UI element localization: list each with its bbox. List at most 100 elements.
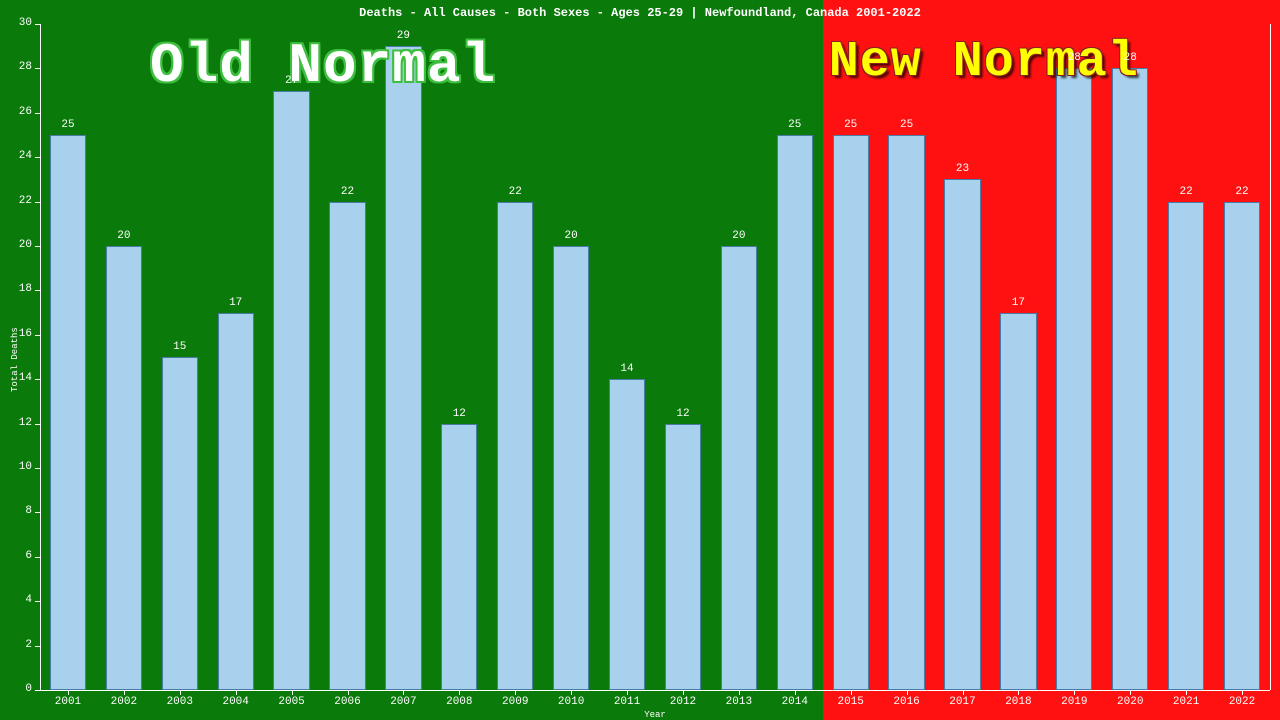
y-tick (35, 690, 40, 691)
y-axis-right (1270, 24, 1271, 690)
x-tick (68, 690, 69, 695)
bar-value-label: 28 (1046, 52, 1102, 64)
y-tick (35, 468, 40, 469)
y-tick-label: 22 (0, 195, 32, 207)
bar-value-label: 27 (264, 75, 320, 87)
bar (497, 202, 533, 690)
y-axis-title: Total Deaths (10, 327, 20, 392)
x-tick-label: 2002 (96, 696, 152, 708)
x-tick-label: 2018 (990, 696, 1046, 708)
y-tick (35, 557, 40, 558)
y-tick (35, 24, 40, 25)
bar (329, 202, 365, 690)
y-tick-label: 0 (0, 683, 32, 695)
y-tick-label: 12 (0, 417, 32, 429)
x-tick (907, 690, 908, 695)
x-tick (1018, 690, 1019, 695)
x-tick-label: 2014 (767, 696, 823, 708)
bar (777, 135, 813, 690)
bar (1112, 68, 1148, 690)
bar (833, 135, 869, 690)
x-tick (236, 690, 237, 695)
x-tick (795, 690, 796, 695)
x-tick (963, 690, 964, 695)
bar (888, 135, 924, 690)
bar (665, 424, 701, 690)
y-tick (35, 335, 40, 336)
x-tick-label: 2007 (375, 696, 431, 708)
bar-value-label: 25 (767, 119, 823, 131)
x-tick (459, 690, 460, 695)
y-tick (35, 246, 40, 247)
x-tick-label: 2016 (879, 696, 935, 708)
y-tick-label: 26 (0, 106, 32, 118)
bar-value-label: 12 (431, 408, 487, 420)
x-tick (348, 690, 349, 695)
bar-value-label: 22 (1214, 186, 1270, 198)
bar (162, 357, 198, 690)
bar-value-label: 15 (152, 341, 208, 353)
x-tick (124, 690, 125, 695)
y-tick-label: 6 (0, 550, 32, 562)
x-tick-label: 2015 (823, 696, 879, 708)
bar (609, 379, 645, 690)
y-tick-label: 4 (0, 594, 32, 606)
x-tick (180, 690, 181, 695)
bar-value-label: 25 (40, 119, 96, 131)
bar-value-label: 25 (823, 119, 879, 131)
x-tick (739, 690, 740, 695)
x-tick-label: 2006 (320, 696, 376, 708)
bar (106, 246, 142, 690)
y-tick-label: 24 (0, 150, 32, 162)
bar-value-label: 12 (655, 408, 711, 420)
y-tick (35, 113, 40, 114)
y-tick (35, 290, 40, 291)
x-tick-label: 2019 (1046, 696, 1102, 708)
bar (553, 246, 589, 690)
bar (1224, 202, 1260, 690)
x-tick-label: 2003 (152, 696, 208, 708)
x-tick (515, 690, 516, 695)
bar-value-label: 20 (711, 230, 767, 242)
y-tick (35, 512, 40, 513)
bar (50, 135, 86, 690)
bar-value-label: 14 (599, 363, 655, 375)
bar (1056, 68, 1092, 690)
bar-value-label: 23 (935, 163, 991, 175)
bar-value-label: 28 (1102, 52, 1158, 64)
y-tick (35, 601, 40, 602)
x-tick (403, 690, 404, 695)
x-tick-label: 2001 (40, 696, 96, 708)
bar-value-label: 17 (990, 297, 1046, 309)
x-tick-label: 2010 (543, 696, 599, 708)
x-tick-label: 2005 (264, 696, 320, 708)
y-tick-label: 28 (0, 61, 32, 73)
x-tick-label: 2008 (431, 696, 487, 708)
y-tick (35, 202, 40, 203)
x-axis (40, 690, 1270, 691)
x-tick (851, 690, 852, 695)
bar (441, 424, 477, 690)
y-tick (35, 646, 40, 647)
y-tick-label: 18 (0, 283, 32, 295)
bar-value-label: 22 (1158, 186, 1214, 198)
bar-value-label: 17 (208, 297, 264, 309)
y-tick-label: 20 (0, 239, 32, 251)
bar-value-label: 20 (96, 230, 152, 242)
x-axis-title: Year (40, 710, 1270, 720)
bar (944, 179, 980, 690)
x-tick (292, 690, 293, 695)
y-tick (35, 379, 40, 380)
bar-value-label: 25 (879, 119, 935, 131)
x-tick (683, 690, 684, 695)
overlay-old-normal: Old Normal (150, 34, 496, 98)
y-tick (35, 68, 40, 69)
x-tick (1242, 690, 1243, 695)
bar (273, 91, 309, 690)
bar (721, 246, 757, 690)
y-tick (35, 157, 40, 158)
x-tick-label: 2009 (487, 696, 543, 708)
bar (385, 46, 421, 690)
bar (1168, 202, 1204, 690)
bar-value-label: 22 (487, 186, 543, 198)
